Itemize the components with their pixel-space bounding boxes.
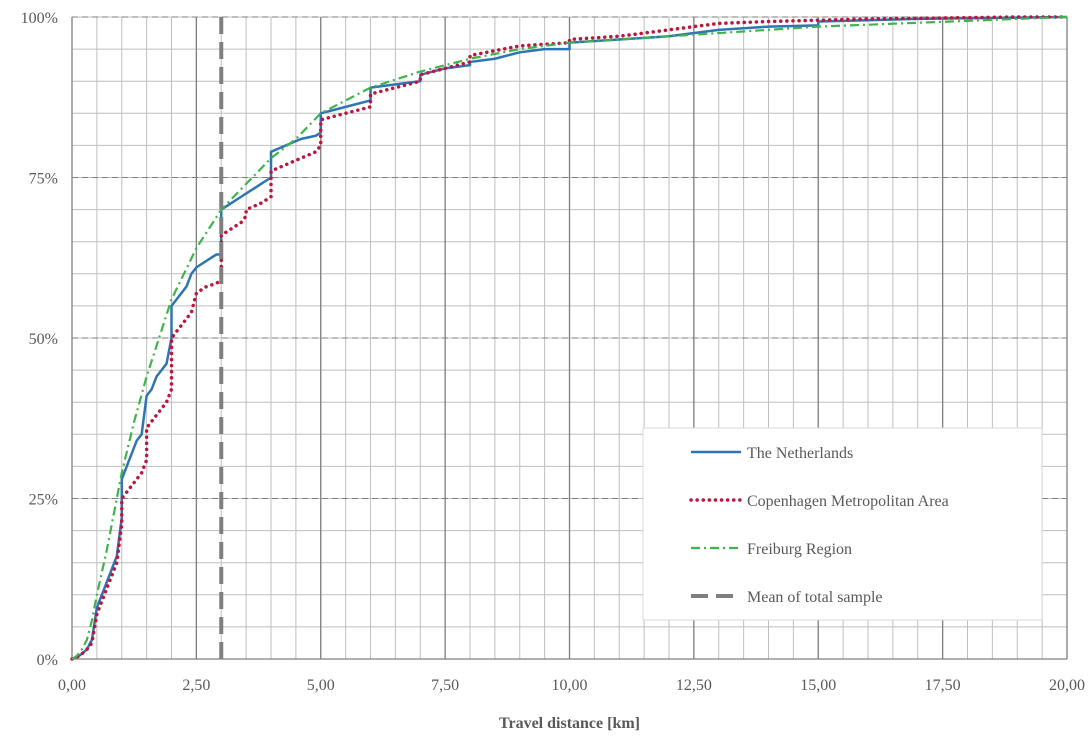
x-tick-label: 5,00 [307,677,335,694]
x-tick-label: 2,50 [182,677,210,694]
legend: The Netherlands Copenhagen Metropolitan A… [642,427,1043,621]
x-tick-label: 20,00 [1049,677,1085,694]
x-tick-label: 15,00 [800,677,836,694]
legend-label-3: Freiburg Region [747,541,852,558]
series-line-3 [71,15,1068,660]
y-tick-label: 0% [37,652,58,669]
series-lines [70,15,1069,661]
legend-box [642,427,1043,621]
legend-label-1: The Netherlands [747,445,853,462]
x-tick-label: 0,00 [58,677,86,694]
x-tick-label: 7,50 [431,677,459,694]
series-line-1 [71,15,1068,661]
y-tick-label: 100% [21,10,58,27]
x-tick-label: 10,00 [552,677,588,694]
y-tick-label: 50% [29,331,58,348]
x-tick-label: 17,50 [925,677,961,694]
y-tick-label: 75% [29,171,58,188]
legend-label-2: Copenhagen Metropolitan Area [747,493,949,510]
series-line-2 [70,15,1069,661]
x-axis-label: Travel distance [km] [499,715,640,732]
x-tick-label: 12,50 [676,677,712,694]
y-tick-label: 25% [29,492,58,509]
legend-items: The Netherlands Copenhagen Metropolitan A… [689,445,949,606]
legend-label-4: Mean of total sample [747,589,883,606]
axes: 0,00 2,50 5,00 7,50 10,00 12,50 15,00 17,50 20,0… [21,10,1085,694]
